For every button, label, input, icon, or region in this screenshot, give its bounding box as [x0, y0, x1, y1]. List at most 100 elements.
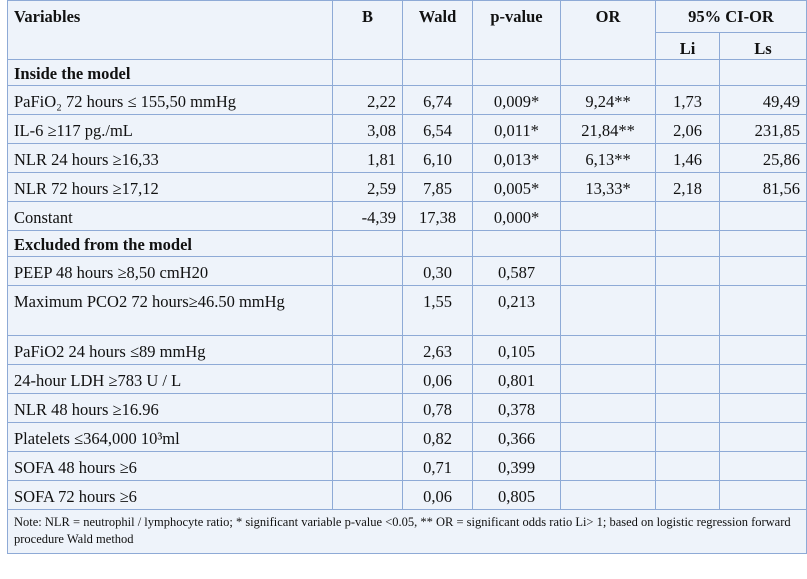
table-row: SOFA 48 hours ≥6 0,71 0,399: [7, 451, 807, 481]
li-cell: [655, 393, 720, 423]
b-cell: [332, 422, 403, 452]
table-row: PEEP 48 hours ≥8,50 cmH20 0,30 0,587: [7, 256, 807, 286]
wald-cell: 0,06: [402, 480, 473, 510]
b-cell: 1,81: [332, 143, 403, 173]
header-variables: Variables: [7, 0, 333, 60]
b-cell: -4,39: [332, 201, 403, 231]
or-cell: [560, 393, 656, 423]
b-cell: 2,59: [332, 172, 403, 202]
table-row: Maximum PCO2 72 hours≥46.50 mmHg 1,55 0,21…: [7, 285, 807, 336]
ls-cell: [719, 335, 807, 365]
li-cell: [655, 364, 720, 394]
variable-cell: NLR 72 hours ≥17,12: [7, 172, 333, 202]
header-p-value: p-value: [472, 0, 561, 60]
table-row: 24-hour LDH ≥783 U / L 0,06 0,801: [7, 364, 807, 394]
ls-cell: [719, 364, 807, 394]
section-excluded-label: Excluded from the model: [7, 230, 333, 257]
li-cell: [655, 480, 720, 510]
li-cell: 2,06: [655, 114, 720, 144]
li-cell: 1,46: [655, 143, 720, 173]
ls-cell: [719, 480, 807, 510]
p-value-cell: 0,213: [472, 285, 561, 336]
p-value-cell: 0,378: [472, 393, 561, 423]
variable-cell: Maximum PCO2 72 hours≥46.50 mmHg: [7, 285, 333, 336]
variable-cell: SOFA 72 hours ≥6: [7, 480, 333, 510]
header-b: B: [332, 0, 403, 60]
table-row: PaFiO2 24 hours ≤89 mmHg 2,63 0,105: [7, 335, 807, 365]
table-row: IL-6 ≥117 pg./mL 3,08 6,54 0,011* 21,84** 2,0…: [7, 114, 807, 144]
or-cell: [560, 285, 656, 336]
wald-cell: 0,30: [402, 256, 473, 286]
header-or: OR: [560, 0, 656, 60]
wald-cell: 1,55: [402, 285, 473, 336]
variable-cell: PaFiO₂ 72 hours ≤ 155,50 mmHg: [7, 85, 333, 115]
li-cell: 1,73: [655, 85, 720, 115]
header-wald: Wald: [402, 0, 473, 60]
p-value-cell: 0,801: [472, 364, 561, 394]
or-cell: 21,84**: [560, 114, 656, 144]
variable-cell: 24-hour LDH ≥783 U / L: [7, 364, 333, 394]
b-cell: 2,22: [332, 85, 403, 115]
variable-cell: NLR 48 hours ≥16.96: [7, 393, 333, 423]
li-cell: [655, 422, 720, 452]
wald-cell: 2,63: [402, 335, 473, 365]
variable-cell: Constant: [7, 201, 333, 231]
table-note: Note: NLR = neutrophil / lymphocyte rati…: [7, 509, 807, 554]
b-cell: [332, 335, 403, 365]
ls-cell: [719, 393, 807, 423]
li-cell: [655, 335, 720, 365]
header-ci: 95% CI-OR: [655, 0, 807, 33]
wald-cell: 6,74: [402, 85, 473, 115]
header-ls: Ls: [719, 32, 807, 60]
ls-cell: [719, 201, 807, 231]
p-value-cell: 0,399: [472, 451, 561, 481]
li-cell: [655, 285, 720, 336]
or-cell: [560, 335, 656, 365]
or-cell: [560, 480, 656, 510]
li-cell: [655, 256, 720, 286]
variable-cell: PEEP 48 hours ≥8,50 cmH20: [7, 256, 333, 286]
b-cell: [332, 480, 403, 510]
variable-cell: SOFA 48 hours ≥6: [7, 451, 333, 481]
wald-cell: 6,54: [402, 114, 473, 144]
or-cell: [560, 201, 656, 231]
table-row: SOFA 72 hours ≥6 0,06 0,805: [7, 480, 807, 510]
p-value-cell: 0,000*: [472, 201, 561, 231]
section-inside-label: Inside the model: [7, 59, 333, 86]
li-cell: 2,18: [655, 172, 720, 202]
p-value-cell: 0,005*: [472, 172, 561, 202]
b-cell: [332, 451, 403, 481]
p-value-cell: 0,009*: [472, 85, 561, 115]
wald-cell: 7,85: [402, 172, 473, 202]
p-value-cell: 0,011*: [472, 114, 561, 144]
ls-cell: [719, 256, 807, 286]
b-cell: [332, 364, 403, 394]
wald-cell: 6,10: [402, 143, 473, 173]
table-row: Constant -4,39 17,38 0,000*: [7, 201, 807, 231]
ls-cell: 231,85: [719, 114, 807, 144]
or-cell: [560, 256, 656, 286]
wald-cell: 17,38: [402, 201, 473, 231]
or-cell: 9,24**: [560, 85, 656, 115]
logistic-regression-table: Variables B Wald p-value OR 95% CI-OR Li…: [7, 0, 807, 554]
p-value-cell: 0,587: [472, 256, 561, 286]
ls-cell: [719, 422, 807, 452]
p-value-cell: 0,805: [472, 480, 561, 510]
or-cell: 13,33*: [560, 172, 656, 202]
li-cell: [655, 201, 720, 231]
b-cell: [332, 393, 403, 423]
inside-model-rows: PaFiO₂ 72 hours ≤ 155,50 mmHg 2,22 6,74 0,0…: [7, 85, 807, 231]
b-cell: [332, 285, 403, 336]
wald-cell: 0,71: [402, 451, 473, 481]
header-li: Li: [655, 32, 720, 60]
table-row: NLR 24 hours ≥16,33 1,81 6,10 0,013* 6,13** 1…: [7, 143, 807, 173]
variable-cell: IL-6 ≥117 pg./mL: [7, 114, 333, 144]
wald-cell: 0,78: [402, 393, 473, 423]
table-row: Platelets ≤364,000 10³ml 0,82 0,366: [7, 422, 807, 452]
or-cell: 6,13**: [560, 143, 656, 173]
b-cell: 3,08: [332, 114, 403, 144]
p-value-cell: 0,105: [472, 335, 561, 365]
or-cell: [560, 451, 656, 481]
variable-cell: PaFiO2 24 hours ≤89 mmHg: [7, 335, 333, 365]
variable-cell: NLR 24 hours ≥16,33: [7, 143, 333, 173]
